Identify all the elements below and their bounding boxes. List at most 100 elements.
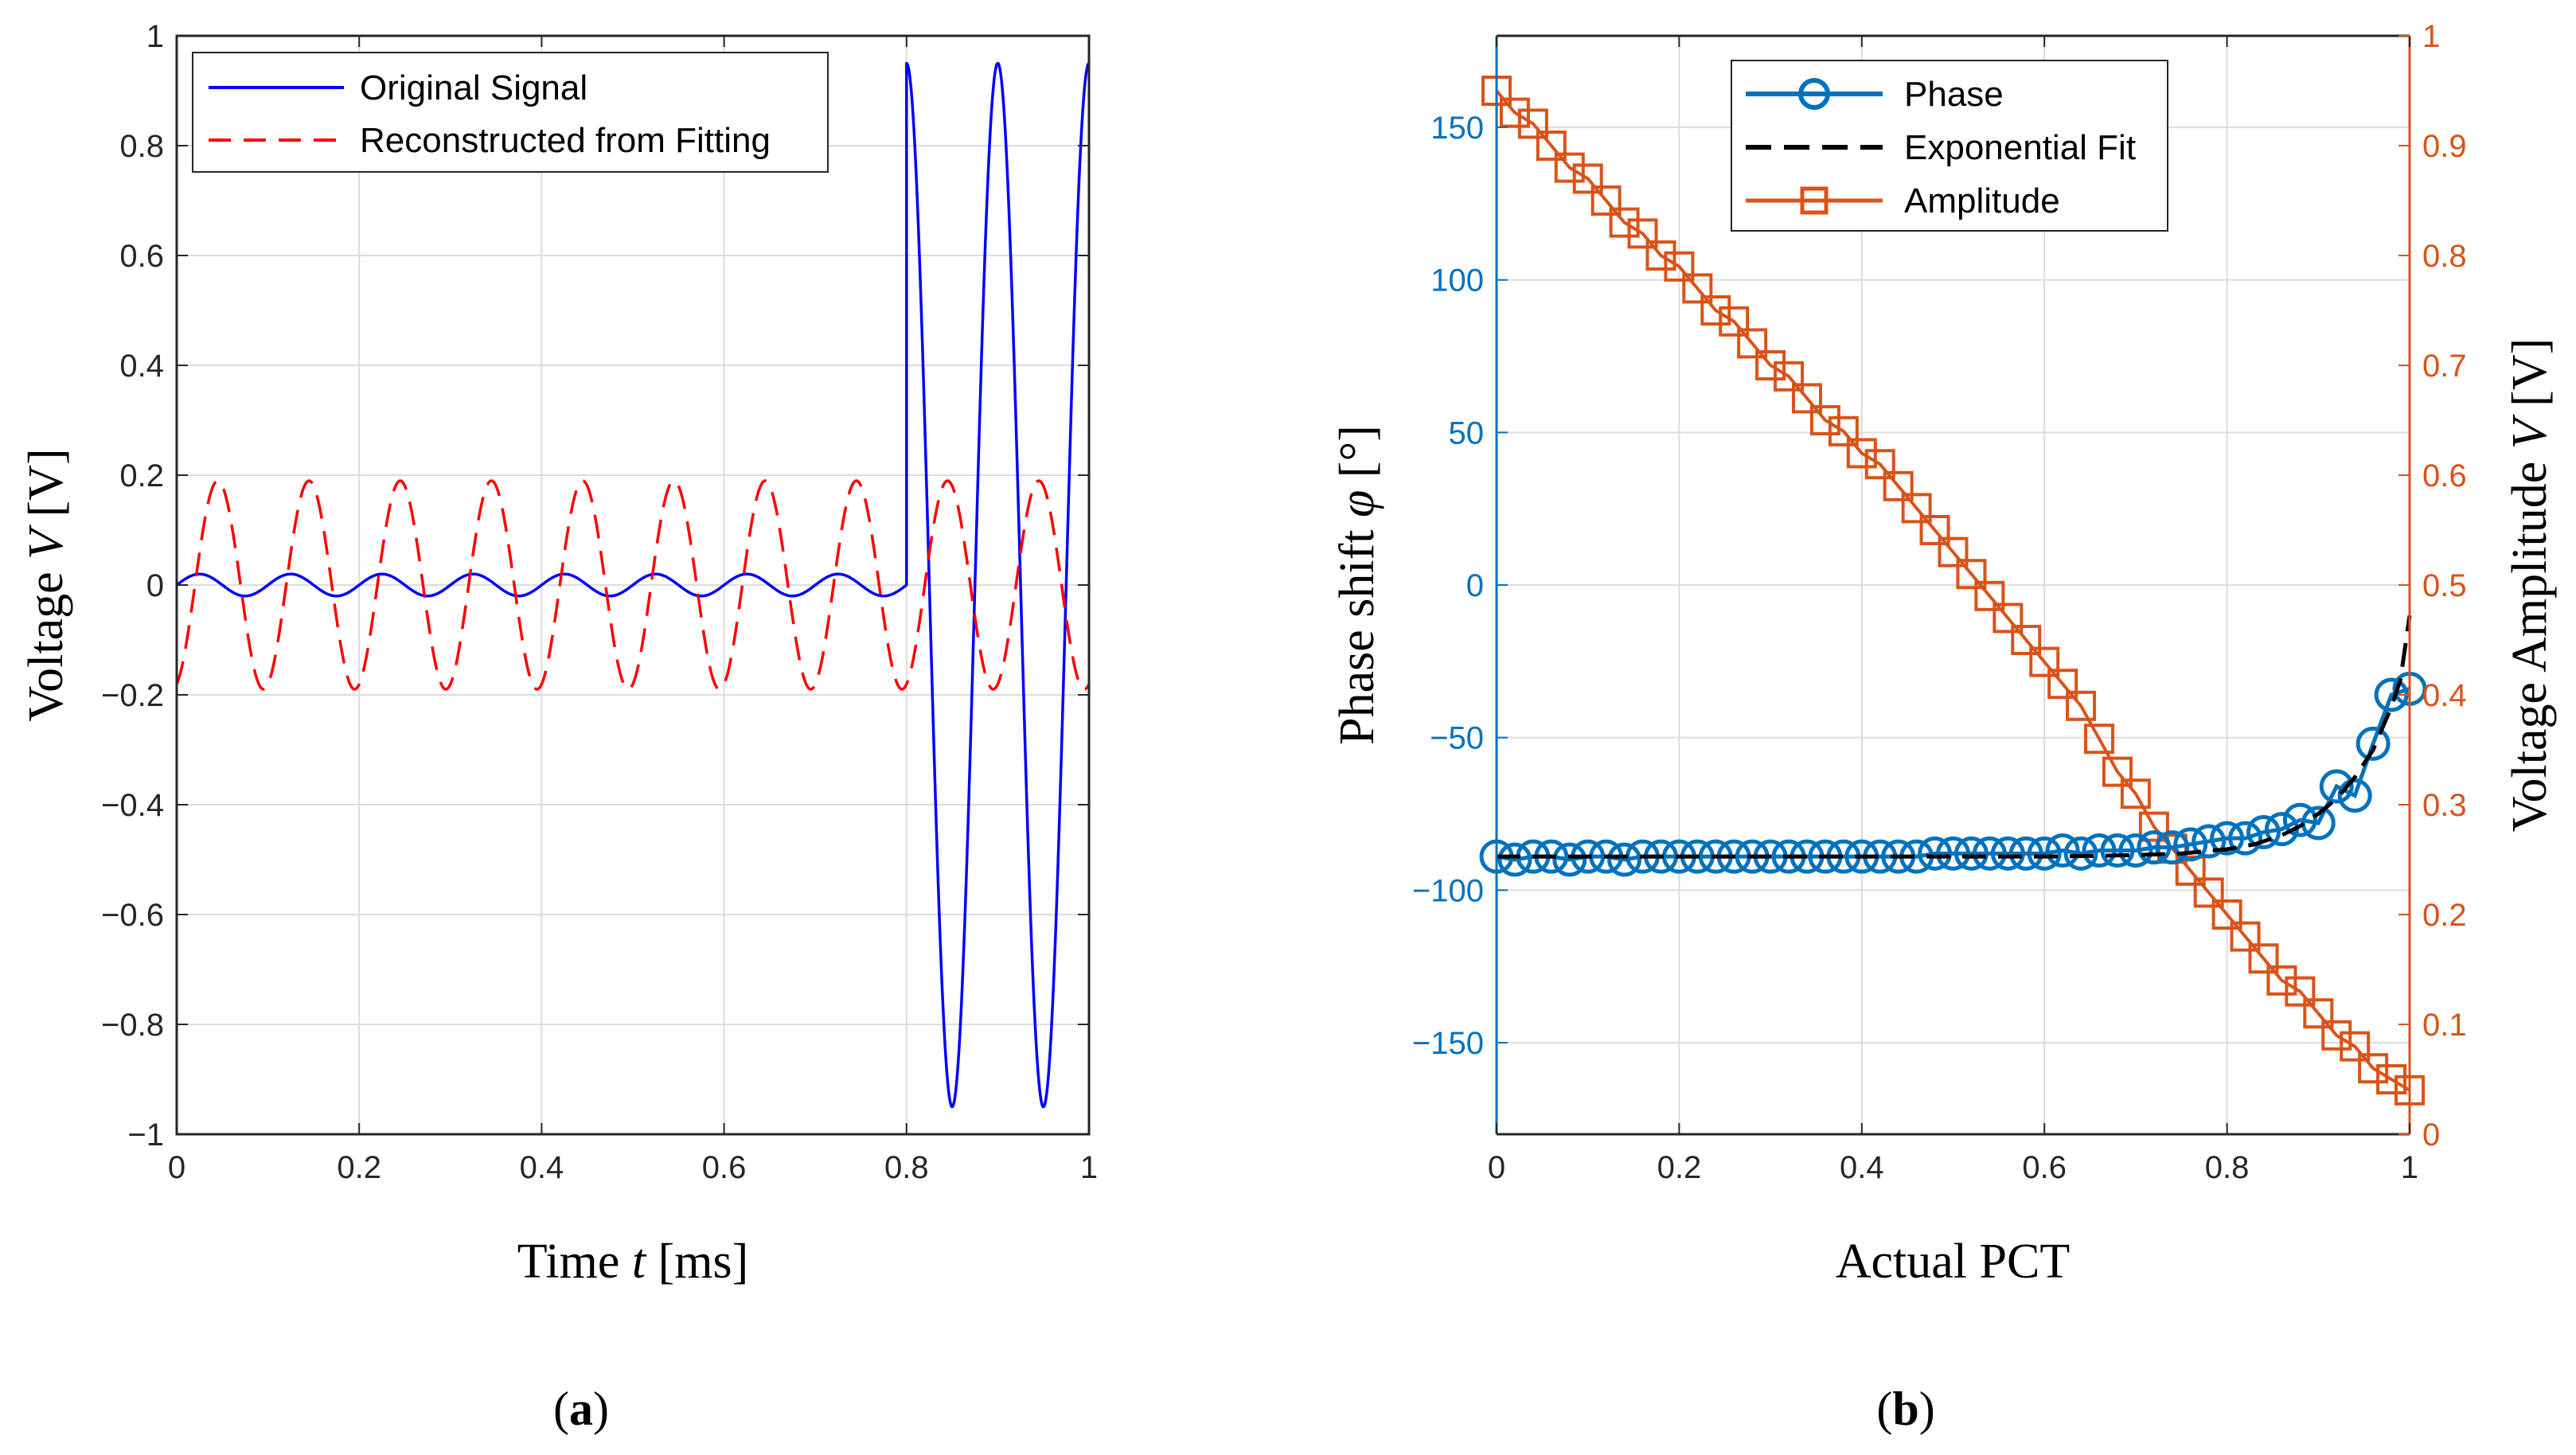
panel-a-xtick-label: 0 bbox=[168, 1150, 185, 1185]
panel-b-right-ytick-label: 0.8 bbox=[2422, 239, 2467, 274]
amplitude-marker bbox=[2047, 669, 2078, 700]
panel-a-ytick-label: 0.4 bbox=[119, 349, 164, 384]
amplitude-marker bbox=[1992, 603, 2024, 634]
amplitude-marker bbox=[1974, 580, 2005, 611]
series-phase-line bbox=[1496, 686, 2410, 862]
legend-marker-amplitude bbox=[1800, 186, 1829, 215]
amplitude-marker bbox=[1791, 383, 1822, 414]
amplitude-marker bbox=[2066, 690, 2097, 721]
amplitude-marker bbox=[1883, 470, 1914, 501]
phase-marker bbox=[2282, 802, 2317, 837]
panel-b-right-ytick-label: 0 bbox=[2422, 1118, 2440, 1153]
phase-marker bbox=[2063, 836, 2098, 871]
legend-label-reconstructed: Reconstructed from Fitting bbox=[360, 121, 771, 160]
amplitude-marker bbox=[1554, 152, 1585, 183]
panel-b-ylabel-left: Phase shift φ [°] bbox=[1330, 425, 1384, 745]
phase-marker bbox=[2137, 830, 2172, 865]
panel-a-xtick-label: 0.2 bbox=[337, 1150, 381, 1185]
amplitude-marker bbox=[1956, 559, 1987, 590]
panel-b-left-ytick-label: 100 bbox=[1430, 263, 1484, 298]
amplitude-marker bbox=[1645, 240, 1676, 271]
amplitude-marker bbox=[2358, 1053, 2389, 1084]
phase-marker bbox=[1953, 836, 1989, 871]
amplitude-marker bbox=[1572, 163, 1603, 194]
amplitude-marker bbox=[1901, 493, 1932, 524]
amplitude-marker bbox=[1938, 536, 1969, 568]
panel-a-caption: (a) bbox=[553, 1383, 609, 1435]
amplitude-marker bbox=[1590, 185, 1622, 216]
amplitude-marker bbox=[2011, 625, 2042, 655]
amplitude-marker bbox=[2303, 998, 2334, 1029]
legend-label-original-signal: Original Signal bbox=[360, 68, 587, 107]
phase-marker bbox=[2173, 827, 2208, 862]
phase-marker bbox=[1936, 836, 1970, 871]
panel-b-xtick-label: 0.6 bbox=[2022, 1150, 2067, 1185]
panel-b-xtick-label: 1 bbox=[2401, 1150, 2418, 1185]
panel-b-legend: Phase Exponential Fit Amplitude bbox=[1731, 60, 2168, 232]
series-exponential-fit-line bbox=[1497, 614, 2412, 859]
phase-marker bbox=[2301, 806, 2336, 841]
amplitude-marker bbox=[1919, 515, 1950, 545]
amplitude-marker bbox=[2285, 976, 2316, 1007]
amplitude-marker bbox=[1755, 350, 1786, 380]
panel-b-right-ytick-label: 0.3 bbox=[2422, 788, 2467, 823]
panel-a-legend: Original Signal Reconstructed from Fitti… bbox=[192, 52, 829, 173]
panel-b-plot-area bbox=[1479, 76, 2427, 1106]
panel-b-caption: (b) bbox=[1876, 1383, 1934, 1435]
panel-a-ytick-label: 0.2 bbox=[119, 458, 164, 493]
amplitude-marker bbox=[2120, 778, 2151, 809]
panel-b-left-ytick-label: 0 bbox=[1466, 568, 1484, 603]
phase-marker bbox=[1972, 836, 2007, 871]
amplitude-marker bbox=[1517, 108, 1548, 139]
legend-label-amplitude: Amplitude bbox=[1904, 181, 2060, 220]
panel-a-plot-area bbox=[175, 61, 1091, 1109]
amplitude-marker bbox=[1609, 207, 1640, 238]
panel-b-right-ytick-label: 0.4 bbox=[2422, 678, 2467, 713]
panel-a-legend-box bbox=[192, 52, 829, 173]
phase-marker bbox=[1990, 836, 2025, 871]
amplitude-marker bbox=[1664, 251, 1695, 282]
panel-b-right-ytick-label: 0.5 bbox=[2422, 568, 2467, 603]
amplitude-marker bbox=[1846, 438, 1877, 469]
legend-marker-phase bbox=[1798, 78, 1830, 110]
panel-a-ytick-label: −0.2 bbox=[101, 678, 164, 713]
panel-b-right-ytick-label: 0.6 bbox=[2422, 458, 2467, 493]
amplitude-marker bbox=[1700, 295, 1731, 326]
amplitude-marker bbox=[2175, 855, 2206, 886]
phase-marker bbox=[2045, 833, 2080, 868]
panel-b-left-ytick-label: −50 bbox=[1430, 721, 1484, 756]
panel-a-ytick-label: 0 bbox=[146, 568, 164, 603]
panel-b-right-ytick-label: 1 bbox=[2422, 19, 2440, 54]
phase-marker bbox=[2008, 836, 2043, 871]
panel-a-ylabel: Voltage V [V] bbox=[19, 448, 73, 721]
panel-b-xtick-label: 0 bbox=[1488, 1150, 1505, 1185]
series-original-signal-line bbox=[175, 61, 1091, 1109]
panel-a-xtick-label: 1 bbox=[1080, 1150, 1098, 1185]
amplitude-marker bbox=[1719, 306, 1750, 337]
amplitude-marker bbox=[2029, 646, 2060, 677]
panel-b-ylabel-right: Voltage Amplitude V [V] bbox=[2503, 338, 2557, 833]
panel-b-left-ytick-label: 50 bbox=[1449, 415, 1485, 451]
panel-a-xtick-label: 0.4 bbox=[520, 1150, 564, 1185]
amplitude-marker bbox=[2138, 811, 2169, 842]
phase-marker bbox=[2082, 833, 2117, 868]
panel-b-left-ytick-label: −100 bbox=[1412, 873, 1484, 908]
panel-b-right-ytick-label: 0.9 bbox=[2422, 129, 2467, 164]
panel-b-right-ytick-label: 0.1 bbox=[2422, 1008, 2467, 1043]
amplitude-marker bbox=[1536, 131, 1567, 161]
panel-a-xlabel: Time t [ms] bbox=[517, 1235, 749, 1289]
phase-marker bbox=[2337, 778, 2372, 813]
panel-a-ytick-label: 1 bbox=[146, 19, 164, 54]
series-reconstructed-line bbox=[175, 479, 1091, 691]
panel-b-right-ytick-label: 0.2 bbox=[2422, 898, 2467, 933]
amplitude-marker bbox=[1809, 405, 1840, 435]
phase-marker bbox=[2118, 833, 2153, 868]
phase-marker bbox=[2355, 726, 2391, 761]
amplitude-marker bbox=[2248, 943, 2279, 974]
panel-a: 0 0.2 0.4 0.6 0.8 1 −1 −0.8 −0.6 −0.4 −0.2 0 0.2 0.4 0… bbox=[19, 19, 1098, 1435]
phase-marker bbox=[2228, 821, 2263, 856]
phase-marker bbox=[2155, 830, 2190, 865]
phase-marker bbox=[2192, 824, 2227, 859]
amplitude-marker bbox=[1499, 97, 1530, 128]
